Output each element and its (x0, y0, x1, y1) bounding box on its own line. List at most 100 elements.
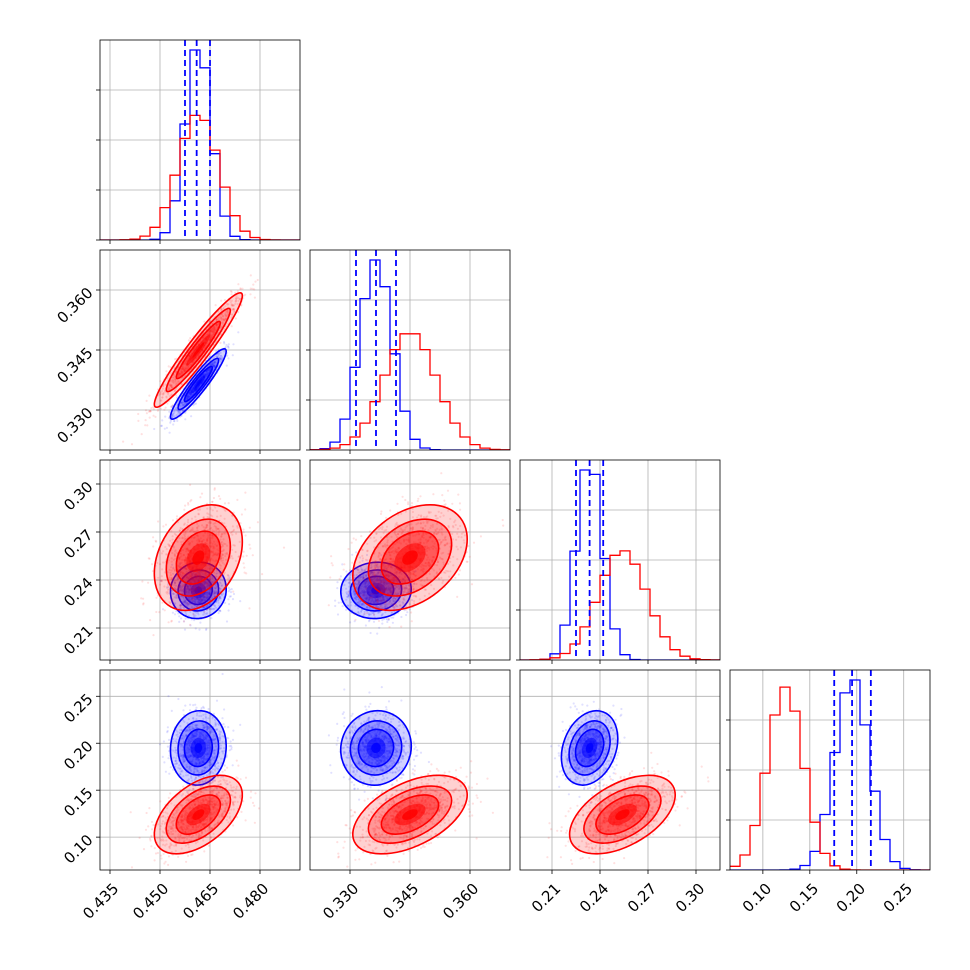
scatter-point (163, 427, 166, 430)
scatter-point (211, 322, 214, 325)
scatter-point (188, 390, 191, 394)
scatter-point (222, 307, 225, 310)
scatter-point (189, 483, 192, 486)
scatter-point (181, 408, 185, 412)
scatter-point (202, 336, 205, 339)
scatter-point (230, 588, 233, 591)
scatter-point (189, 610, 192, 613)
scatter-point (225, 620, 229, 623)
scatter-point (249, 293, 252, 296)
scatter-point (227, 590, 230, 593)
scatter-point (168, 410, 171, 413)
scatter-point (341, 563, 344, 566)
scatter-point (188, 623, 192, 626)
scatter-point (226, 303, 229, 306)
scatter-point (209, 330, 212, 333)
scatter-point (137, 412, 140, 416)
scatter-point (227, 574, 230, 578)
scatter-point (172, 409, 175, 412)
scatter-point (207, 369, 210, 372)
scatter-point (170, 385, 173, 388)
scatter-point (254, 280, 257, 283)
scatter-point (140, 433, 143, 436)
scatter-point (150, 407, 153, 410)
scatter-point (206, 370, 209, 373)
scatter-point (184, 411, 187, 415)
scatter-point (226, 345, 230, 348)
contour-line (153, 292, 244, 409)
scatter-point (221, 321, 224, 324)
scatter-point (213, 362, 216, 365)
scatter-point (219, 357, 222, 360)
scatter-point (174, 380, 177, 383)
scatter-point (212, 496, 215, 500)
contour-line (175, 320, 222, 380)
scatter-point (163, 408, 166, 411)
scatter-point (142, 597, 145, 600)
scatter-point (206, 369, 210, 372)
scatter-point (141, 580, 144, 583)
scatter-point (245, 554, 248, 557)
scatter-point (227, 345, 230, 348)
scatter-point (230, 304, 233, 307)
scatter-point (211, 327, 214, 331)
scatter-point (234, 302, 237, 305)
scatter-point (173, 358, 177, 361)
scatter-point (148, 416, 151, 419)
scatter-point (390, 616, 393, 619)
scatter-point (222, 306, 225, 309)
scatter-point (237, 331, 240, 334)
scatter-point (168, 383, 171, 386)
scatter-point (244, 508, 247, 511)
scatter-point (179, 603, 182, 606)
scatter-point (173, 389, 176, 392)
scatter-point (211, 333, 214, 336)
scatter-point (219, 610, 222, 613)
scatter-point (181, 366, 184, 369)
scatter-point (130, 443, 134, 446)
scatter-point (219, 351, 222, 354)
scatter-point (212, 364, 215, 367)
scatter-point (175, 371, 178, 374)
scatter-point (147, 581, 150, 584)
scatter-point (187, 395, 190, 398)
scatter-point (218, 357, 221, 360)
scatter-point (177, 374, 180, 377)
scatter-point (205, 593, 208, 596)
scatter-point (223, 299, 226, 302)
scatter-point (210, 362, 213, 365)
scatter-point (206, 371, 209, 374)
scatter-point (217, 310, 220, 313)
scatter-point (158, 393, 161, 396)
scatter-point (213, 360, 216, 364)
scatter-point (215, 324, 218, 327)
scatter-point (214, 355, 217, 358)
scatter-point (145, 412, 148, 415)
scatter-point (354, 538, 358, 541)
scatter-point (147, 557, 150, 560)
scatter-point (170, 384, 173, 387)
scatter-point (210, 362, 214, 365)
scatter-point (209, 336, 212, 339)
scatter-point (231, 304, 234, 307)
scatter-point (208, 331, 211, 334)
scatter-point (215, 318, 218, 321)
scatter-point (179, 372, 182, 375)
scatter-point (236, 302, 239, 306)
scatter-point (173, 613, 177, 616)
scatter-point (181, 401, 184, 404)
scatter-point (180, 370, 183, 373)
density-contours (153, 503, 244, 612)
scatter-point (183, 370, 186, 373)
scatter-point (213, 329, 216, 332)
scatter-point (152, 408, 155, 411)
scatter-panel-1-0 (99, 249, 301, 451)
scatter-point (456, 595, 459, 599)
scatter-point (206, 373, 209, 376)
scatter-point (215, 591, 218, 594)
scatter-point (184, 361, 187, 364)
scatter-point (155, 610, 158, 614)
scatter-point (211, 603, 214, 607)
scatter-point (218, 352, 221, 355)
scatter-point (213, 331, 216, 334)
